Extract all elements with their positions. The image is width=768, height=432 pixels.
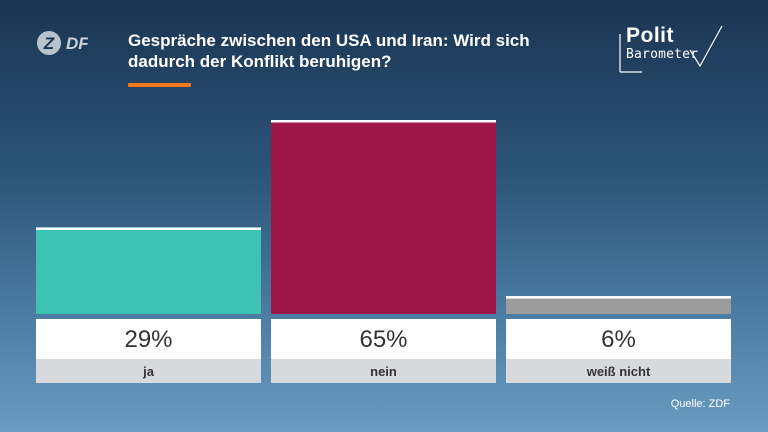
checkmark-icon [619,25,723,73]
page-title: Gespräche zwischen den USA und Iran: Wir… [128,31,530,71]
bar-1 [271,120,496,314]
zdf-logo: Z DF [36,30,88,56]
zdf-logo-icon: Z DF [37,31,88,55]
bar-2 [506,296,731,314]
value-label-1: 65% [359,326,407,353]
brand-line2: Barometer [626,47,699,62]
title-accent-bar [128,83,191,87]
svg-text:DF: DF [66,34,88,53]
bar-top-line-0 [36,227,261,230]
value-label-box-2 [506,319,731,359]
svg-text:Z: Z [43,34,55,53]
bar-top-line-2 [506,296,731,299]
bar-top-line-1 [271,120,496,123]
category-label-1: nein [370,364,397,379]
value-label-box-1 [271,319,496,359]
brand-line1: Polit [626,24,674,47]
category-label-box-2 [506,359,731,383]
category-label-0: ja [142,364,155,379]
value-label-box-0 [36,319,261,359]
category-label-box-0 [36,359,261,383]
source-note: Quelle: ZDF [670,398,730,410]
category-label-box-1 [271,359,496,383]
politbarometer-logo: Polit Barometer [612,20,732,80]
value-label-2: 6% [601,326,636,353]
bar-0 [36,227,261,314]
category-label-2: weiß nicht [586,364,651,379]
value-label-0: 29% [124,326,172,353]
